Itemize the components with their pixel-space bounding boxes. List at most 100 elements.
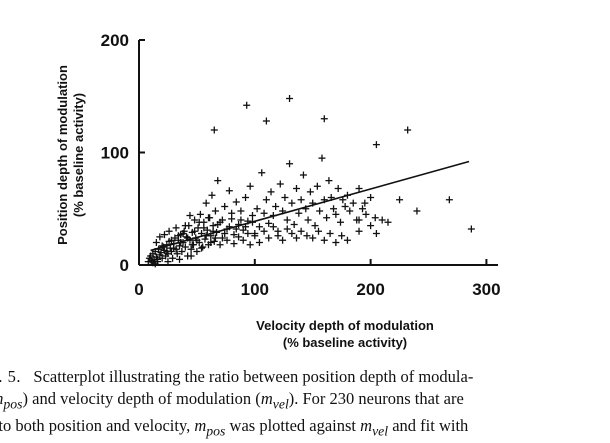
- data-point: [144, 258, 152, 266]
- data-point: [292, 185, 300, 192]
- data-point: [210, 126, 218, 134]
- data-point: [272, 203, 280, 210]
- data-point: [188, 241, 196, 249]
- data-point: [208, 191, 216, 199]
- data-point: [255, 223, 263, 231]
- data-point: [154, 255, 162, 263]
- data-point: [193, 248, 201, 255]
- data-point: [232, 198, 240, 206]
- data-point: [467, 225, 475, 233]
- data-point: [223, 236, 231, 244]
- data-points: [144, 95, 475, 268]
- data-point: [244, 230, 252, 237]
- caption-variable: m: [0, 389, 3, 408]
- data-point: [187, 252, 195, 260]
- data-point: [173, 250, 181, 258]
- data-point: [214, 177, 222, 185]
- x-axis-title: Velocity depth of modulation (% baseline…: [256, 318, 434, 350]
- data-point: [164, 258, 172, 266]
- data-point: [346, 207, 354, 215]
- data-point: [367, 222, 375, 230]
- data-point: [359, 205, 367, 213]
- data-point: [195, 218, 203, 226]
- data-point: [262, 196, 270, 204]
- caption-variable: m: [260, 389, 273, 408]
- data-point: [361, 199, 369, 207]
- x-tick-label-0: 0: [134, 280, 143, 299]
- data-point: [269, 223, 277, 231]
- data-point: [221, 230, 229, 237]
- data-point: [279, 236, 287, 244]
- data-point: [202, 199, 210, 207]
- data-point: [228, 209, 236, 217]
- data-point: [318, 154, 326, 162]
- data-point: [246, 241, 254, 249]
- data-point: [176, 255, 184, 263]
- data-point: [384, 218, 392, 226]
- data-point: [207, 239, 215, 246]
- data-point: [341, 203, 349, 210]
- caption-fragment: ). For 230 neurons that are: [288, 389, 464, 408]
- x-axis-title-line-1: Velocity depth of modulation: [256, 318, 434, 333]
- data-point: [343, 236, 351, 244]
- data-point: [355, 227, 363, 235]
- data-point: [283, 216, 291, 224]
- data-point: [237, 207, 245, 215]
- data-point: [337, 218, 345, 226]
- caption-fragment: was plotted against: [225, 416, 361, 436]
- data-point: [242, 194, 250, 201]
- data-point: [210, 237, 218, 245]
- data-point: [367, 194, 375, 201]
- data-point: [167, 236, 175, 244]
- y-axis-title: Position depth of modulation (% baseline…: [55, 65, 86, 245]
- y-tick-labels: 0 100 200: [101, 31, 129, 275]
- data-point: [170, 244, 178, 252]
- y-tick-label-100: 100: [101, 144, 129, 163]
- data-point: [320, 236, 328, 244]
- figure-caption: G. 5. Scatterplot illustrating the ratio…: [0, 366, 610, 443]
- data-point: [286, 95, 294, 102]
- data-point: [299, 171, 307, 179]
- caption-fragment: d to both position and velocity,: [0, 416, 195, 436]
- data-point: [349, 199, 357, 207]
- data-point: [286, 160, 294, 168]
- data-point: [297, 196, 305, 204]
- caption-subscript: pos: [3, 396, 23, 412]
- data-point: [211, 234, 219, 242]
- data-point: [204, 214, 212, 222]
- data-point: [186, 212, 194, 219]
- data-point: [330, 205, 338, 213]
- caption-subscript: vel: [372, 423, 389, 439]
- x-tick-label-300: 300: [472, 280, 500, 299]
- data-point: [225, 187, 233, 195]
- data-point: [230, 240, 238, 248]
- y-tick-label-0: 0: [120, 256, 129, 275]
- caption-line-2: (mpos) and velocity depth of modulation …: [0, 388, 610, 415]
- x-tick-label-100: 100: [241, 280, 269, 299]
- x-axis-title-line-2: (% baseline activity): [283, 335, 407, 350]
- data-point: [211, 207, 219, 215]
- data-point: [372, 230, 380, 237]
- data-point: [332, 239, 340, 246]
- data-point: [179, 230, 187, 237]
- data-point: [315, 227, 322, 235]
- data-point: [151, 260, 159, 268]
- data-point: [311, 222, 319, 230]
- data-point: [372, 141, 380, 149]
- data-point: [237, 216, 245, 224]
- data-point: [239, 236, 247, 244]
- caption-variable: m: [194, 416, 207, 436]
- data-point: [316, 207, 324, 215]
- data-point: [303, 232, 311, 240]
- caption-subscript: vel: [272, 396, 289, 412]
- data-point: [176, 242, 184, 250]
- data-point: [288, 199, 296, 207]
- data-point: [201, 235, 209, 243]
- data-point: [258, 169, 266, 177]
- data-point: [230, 231, 238, 239]
- data-point: [152, 239, 160, 246]
- data-point: [181, 222, 189, 230]
- caption-fragment: and fit with: [388, 416, 469, 436]
- data-point: [169, 254, 177, 262]
- data-point: [172, 224, 180, 232]
